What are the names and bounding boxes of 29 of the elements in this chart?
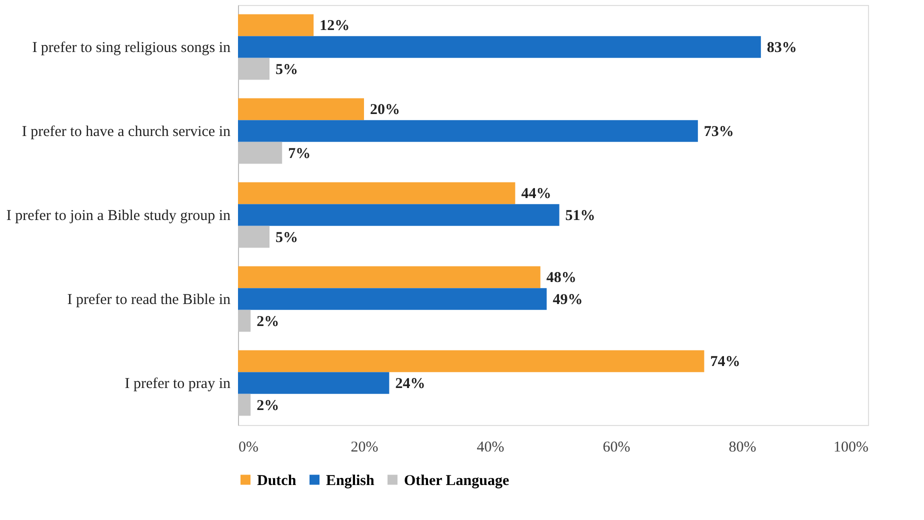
data-label: 49% [552, 292, 583, 308]
data-label: 2% [256, 314, 280, 330]
y-tick-label: I prefer to pray in [124, 376, 231, 392]
legend-label: Other Language [404, 472, 510, 489]
x-tick-label: 40% [476, 440, 504, 456]
y-tick-label: I prefer to sing religious songs in [32, 40, 231, 56]
data-label: 7% [288, 146, 311, 162]
legend-label: Dutch [257, 472, 297, 489]
data-label: 2% [256, 398, 280, 414]
y-tick-label: I prefer to read the Bible in [67, 292, 231, 308]
data-label: 5% [276, 230, 298, 246]
y-tick-label: I prefer to have a church service in [22, 124, 231, 140]
legend-label: English [326, 472, 376, 489]
data-label: 83% [766, 40, 797, 56]
y-tick-label: I prefer to join a Bible study group in [6, 208, 231, 224]
data-label: 51% [565, 208, 596, 224]
x-tick-label: 60% [602, 440, 630, 456]
data-label: 5% [276, 62, 298, 78]
x-tick-label: 80% [728, 440, 756, 456]
data-label: 74% [710, 354, 740, 370]
data-label: 48% [546, 270, 576, 286]
data-label: 24% [395, 376, 426, 392]
data-label: 12% [320, 18, 350, 34]
data-label: 44% [521, 186, 552, 202]
data-label: 20% [370, 102, 400, 118]
x-tick-label: 20% [350, 440, 378, 456]
x-tick-label: 100% [834, 440, 868, 456]
x-tick-label: 0% [238, 440, 258, 456]
data-label: 73% [704, 124, 734, 140]
